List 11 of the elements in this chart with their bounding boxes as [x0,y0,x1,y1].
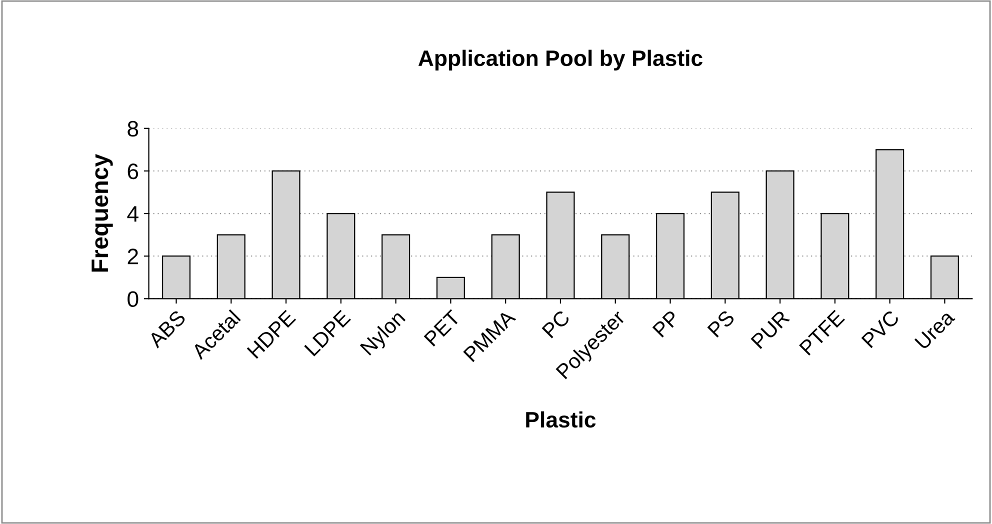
y-tick-label: 8 [128,120,138,137]
x-tick-label: PS [707,309,736,338]
y-axis-title: Frequency [92,154,113,272]
chart-title: Application Pool by Plastic [418,50,702,70]
x-tick-label: PP [652,310,680,338]
x-axis-title: Plastic [526,411,596,428]
y-tick-label: 6 [128,163,138,180]
y-tick-label: 0 [128,291,138,307]
y-tick-label: 2 [128,248,138,264]
x-tick-label: Urea [914,308,956,350]
y-tick-label: 4 [127,206,138,222]
